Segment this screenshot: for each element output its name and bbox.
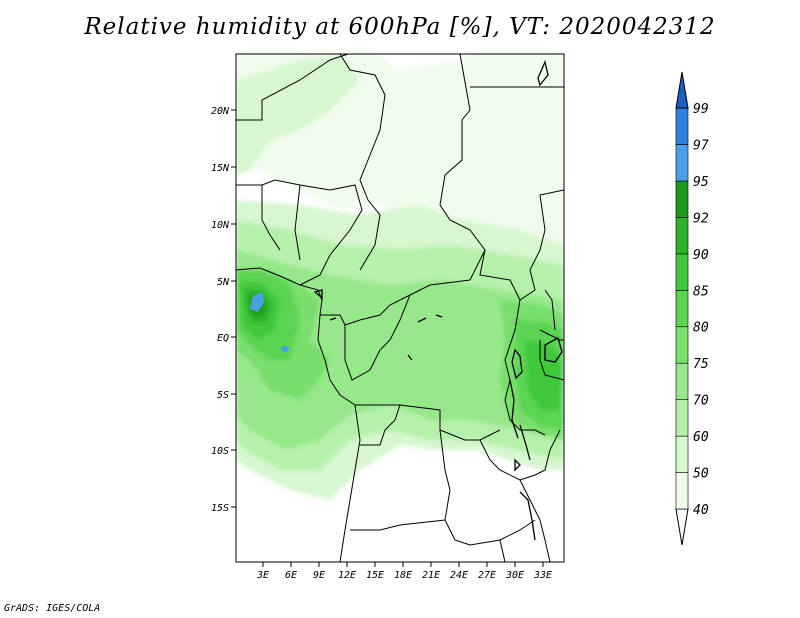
x-tick-label: 12E [338, 570, 356, 581]
colorbar-segment [675, 107, 689, 145]
y-tick-label: 15S [211, 503, 229, 514]
colorbar-segment [675, 253, 689, 291]
colorbar-label: 99 [693, 102, 709, 117]
colorbar-top-arrow [675, 71, 689, 109]
y-tick-labels: 20N 15N 10N 5N EQ 5S 10S 15S [211, 106, 230, 514]
y-tick-label: 10N [211, 220, 230, 231]
x-tick-label: 21E [422, 570, 440, 581]
rh-region-east-85 [525, 340, 562, 410]
x-tick-label: 24E [450, 570, 468, 581]
y-tick-label: 20N [211, 106, 230, 117]
colorbar-segment [675, 362, 689, 401]
colorbar-segment [675, 472, 689, 510]
colorbar-segment [675, 435, 689, 473]
colorbar-label: 60 [693, 430, 709, 445]
colorbar-segment [675, 217, 689, 255]
y-tick-label: 15N [211, 163, 230, 174]
map-frame [235, 53, 565, 563]
colorbar-segment [675, 289, 689, 328]
colorbar-label: 85 [693, 284, 709, 299]
colorbar-segment [675, 326, 689, 364]
colorbar-label: 90 [693, 248, 709, 263]
colorbar-label: 70 [693, 394, 709, 409]
lakes [313, 59, 563, 541]
colorbar-label: 97 [693, 139, 709, 154]
y-tick-label: 5N [217, 277, 230, 288]
colorbar-segment [675, 180, 689, 218]
colorbar-label: 80 [693, 321, 709, 336]
colorbar-label: 50 [693, 467, 709, 482]
rh-cell-95-b [281, 346, 289, 352]
colorbar-segment [675, 144, 689, 182]
x-tick-label: 27E [478, 570, 496, 581]
x-tick-labels: 3E 6E 9E 12E 15E 18E 21E 24E 27E 30E 33E [256, 570, 552, 581]
colorbar-bottom-arrow [675, 508, 689, 546]
y-tick-label: 5S [217, 390, 229, 401]
x-tick-label: 3E [256, 570, 269, 581]
colorbar-label: 40 [693, 503, 709, 518]
x-tick-label: 6E [285, 570, 297, 581]
colorbar-label: 75 [693, 357, 709, 372]
chart-title: Relative humidity at 600hPa [%], VT: 202… [84, 14, 716, 40]
colorbar-label: 92 [693, 211, 709, 226]
x-tick-label: 9E [313, 570, 325, 581]
colorbar-label: 95 [693, 175, 709, 190]
axis-ticks [231, 109, 544, 567]
x-tick-label: 18E [394, 570, 412, 581]
x-tick-label: 33E [533, 570, 552, 581]
rh-cell-95-a [250, 292, 264, 312]
y-tick-label: EQ [217, 333, 229, 344]
country-borders [236, 54, 564, 562]
grads-credit: GrADS: IGES/COLA [4, 603, 101, 614]
y-tick-label: 10S [211, 446, 229, 457]
x-tick-label: 30E [505, 570, 524, 581]
colorbar-segment [675, 399, 689, 437]
x-tick-label: 15E [366, 570, 384, 581]
rh-region-nw [236, 55, 360, 175]
